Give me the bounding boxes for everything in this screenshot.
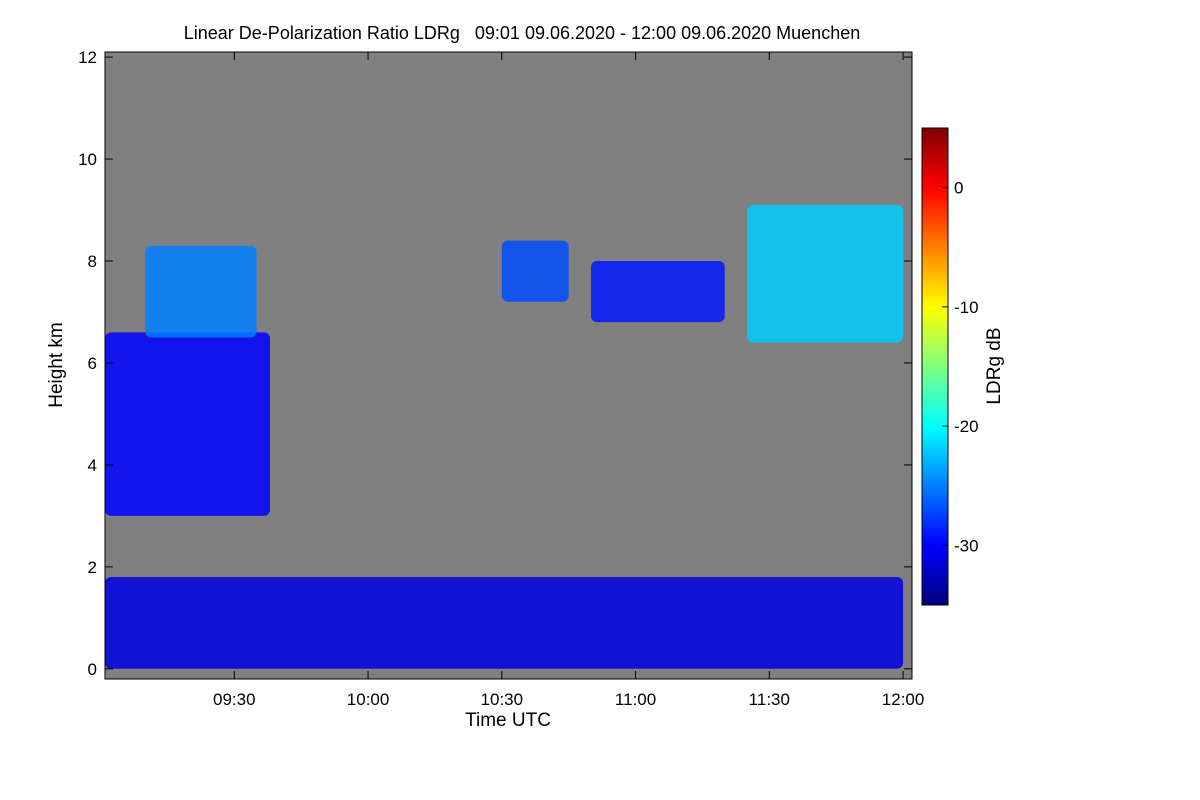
feature-cirrus-layer-3	[501, 240, 569, 302]
plot-frame	[104, 51, 913, 680]
y-tick-label: 4	[88, 456, 97, 475]
y-axis-label: Height km	[46, 322, 67, 408]
x-tick-label: 11:30	[749, 690, 790, 709]
y-tick-label: 12	[78, 48, 97, 67]
plot-area	[104, 51, 913, 680]
feature-cirrus-layer-5	[747, 204, 904, 343]
x-axis: 09:30 10:00 10:30 11:00 11:30 12:00	[213, 52, 924, 709]
chart-title: Linear De-Polarization Ratio LDRg 09:01 …	[184, 23, 860, 43]
colorbar-tick-label: 0	[954, 179, 963, 198]
y-axis: 0 2 4 6 8 10 12	[78, 48, 912, 679]
x-tick-label: 10:00	[347, 690, 390, 709]
colorbar-label: LDRg dB	[984, 327, 1005, 404]
feature-boundary-layer-0	[105, 577, 904, 669]
y-tick-label: 10	[78, 150, 97, 169]
colorbar-tick-label: -20	[954, 417, 979, 436]
x-tick-label: 12:00	[882, 690, 925, 709]
x-tick-label: 09:30	[213, 690, 256, 709]
x-tick-label: 10:30	[481, 690, 524, 709]
x-axis-label: Time UTC	[465, 710, 551, 731]
feature-mid-level-cloud-1	[105, 332, 270, 516]
y-tick-label: 0	[88, 660, 97, 679]
feature-cirrus-layer-2	[145, 245, 257, 338]
colorbar-ticks: 0 -10 -20 -30	[942, 179, 979, 555]
colorbar	[921, 127, 949, 606]
feature-cirrus-layer-4	[590, 261, 725, 323]
x-tick-label: 11:00	[615, 690, 656, 709]
y-tick-label: 6	[88, 354, 97, 373]
y-tick-label: 8	[88, 252, 97, 271]
colorbar-tick-label: -30	[954, 536, 979, 555]
y-tick-label: 2	[88, 558, 97, 577]
colorbar-tick-label: -10	[954, 298, 979, 317]
